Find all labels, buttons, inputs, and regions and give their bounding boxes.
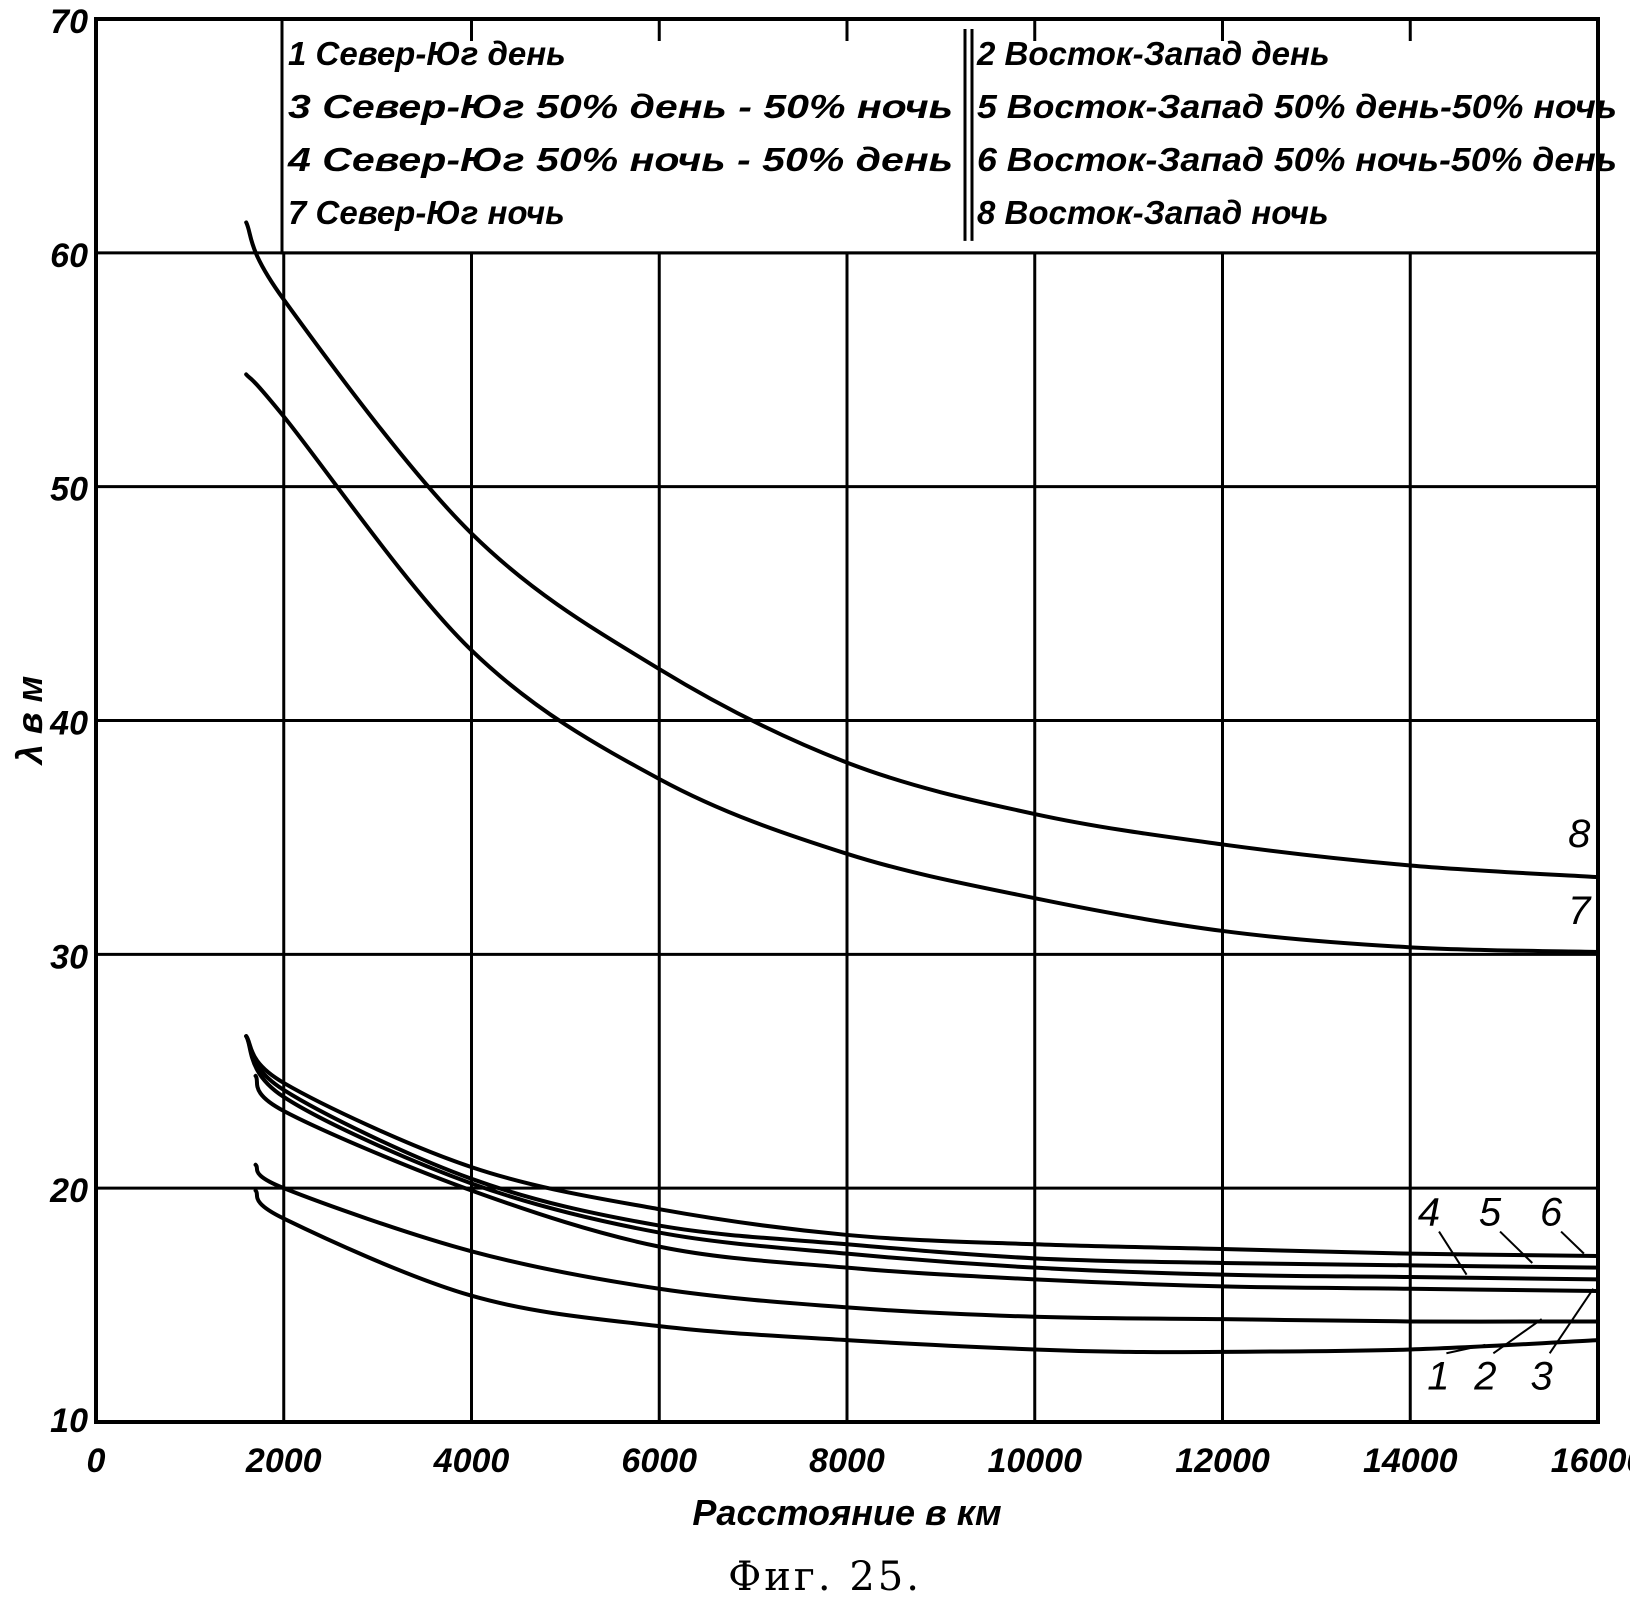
curve-label-7: 7 bbox=[1568, 889, 1592, 933]
curve-label-5: 5 bbox=[1479, 1191, 1502, 1235]
series-line-3 bbox=[253, 1073, 1600, 1294]
series-line-7 bbox=[244, 372, 1600, 954]
series-line-6 bbox=[244, 1034, 1600, 1258]
axes: 0 2000 4000 6000 8000 10000 12000 14000 16000 10 2… bbox=[49, 3, 1630, 1480]
series-line-4 bbox=[244, 1034, 1600, 1282]
series-line-1 bbox=[253, 1188, 1600, 1355]
curve-label-1: 1 bbox=[1427, 1354, 1449, 1398]
curve-label-leader bbox=[1446, 1343, 1486, 1355]
legend-entry: 2 Восток-Запад день bbox=[976, 35, 1330, 72]
series-line-5 bbox=[244, 1034, 1600, 1270]
legend-entry: 7 Север-Юг ночь bbox=[288, 194, 565, 231]
x-tick-label: 12000 bbox=[1175, 1442, 1270, 1480]
curve-label-leader bbox=[1548, 1288, 1595, 1354]
curve-label-leader bbox=[1560, 1230, 1585, 1255]
x-tick-label: 16000 bbox=[1551, 1442, 1630, 1480]
x-axis-label: Расстояние в км bbox=[692, 1492, 1001, 1533]
legend-entry: 5 Восток-Запад 50% день-50% ночь bbox=[977, 88, 1617, 125]
curve-label-3: 3 bbox=[1531, 1354, 1553, 1398]
y-tick-label: 10 bbox=[50, 1402, 88, 1440]
x-tick-label: 6000 bbox=[621, 1442, 697, 1480]
legend-entry: 8 Восток-Запад ночь bbox=[977, 194, 1329, 231]
y-axis-label: λ в м bbox=[9, 676, 50, 766]
plot-frame bbox=[94, 17, 1600, 1424]
x-tick-label: 10000 bbox=[987, 1442, 1082, 1480]
legend-entry: 3 Север-Юг 50% день - 50% ночь bbox=[288, 88, 953, 125]
x-tick-label: 0 bbox=[87, 1442, 106, 1480]
series-line-2 bbox=[253, 1162, 1600, 1324]
curve-label-leader bbox=[1492, 1318, 1543, 1355]
legend-entry: 1 Север-Юг день bbox=[288, 35, 566, 72]
curve-labels: 1 2 3 4 5 6 7 8 bbox=[1418, 812, 1595, 1398]
x-tick-label: 8000 bbox=[809, 1442, 885, 1480]
series-line-8 bbox=[244, 220, 1600, 880]
curve-label-8: 8 bbox=[1568, 812, 1591, 856]
y-tick-label: 20 bbox=[49, 1172, 88, 1210]
legend-entry: 6 Восток-Запад 50% ночь-50% день bbox=[977, 141, 1617, 178]
y-tick-label: 40 bbox=[49, 705, 88, 743]
y-tick-label: 30 bbox=[50, 938, 88, 976]
figure-caption: Фиг. 25. bbox=[728, 1554, 922, 1600]
legend-entry: 4 Север-Юг 50% ночь - 50% день bbox=[287, 141, 953, 178]
y-tick-label: 60 bbox=[50, 237, 88, 275]
curve-label-6: 6 bbox=[1540, 1191, 1563, 1235]
legend: 1 Север-Юг день 3 Север-Юг 50% день - 50%… bbox=[280, 17, 1617, 255]
curves bbox=[244, 220, 1600, 1355]
y-tick-label: 50 bbox=[50, 471, 88, 509]
curve-label-4: 4 bbox=[1418, 1191, 1440, 1235]
legend-box bbox=[280, 17, 1600, 255]
curve-label-leader bbox=[1438, 1231, 1468, 1276]
x-tick-label: 2000 bbox=[245, 1442, 322, 1480]
x-tick-label: 4000 bbox=[433, 1442, 510, 1480]
curve-label-leader bbox=[1499, 1230, 1533, 1264]
curve-label-2: 2 bbox=[1473, 1354, 1496, 1398]
y-tick-label: 70 bbox=[50, 3, 88, 41]
x-tick-label: 14000 bbox=[1363, 1442, 1458, 1480]
